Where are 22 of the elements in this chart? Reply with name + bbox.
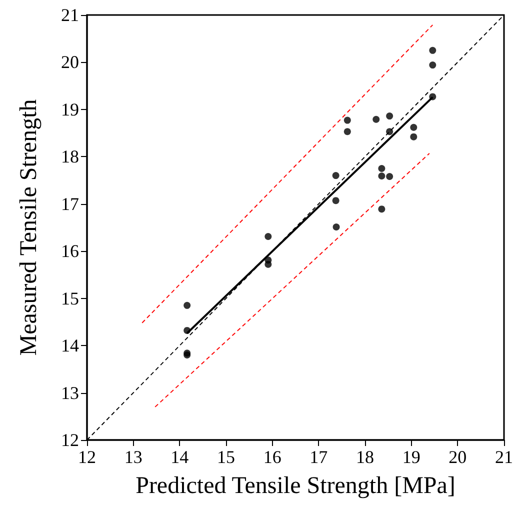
- y-tick-label: 21: [61, 5, 79, 25]
- x-tick-label: 20: [448, 447, 467, 467]
- x-tick-label: 14: [170, 447, 189, 467]
- x-tick-label: 16: [263, 447, 282, 467]
- y-tick-label: 14: [61, 336, 79, 356]
- x-tick-label: 18: [356, 447, 374, 467]
- x-tick-label: 19: [402, 447, 420, 467]
- y-tick-label: 15: [61, 288, 79, 308]
- x-tick-label: 13: [124, 447, 142, 467]
- y-tick-label: 16: [61, 241, 79, 262]
- x-tick-label: 12: [78, 447, 96, 467]
- x-axis-title: Predicted Tensile Strength [MPa]: [136, 473, 456, 499]
- x-tick-label: 15: [217, 447, 235, 467]
- y-tick-label: 20: [61, 52, 79, 72]
- y-tick-label: 13: [61, 382, 79, 403]
- y-tick-label: 12: [61, 430, 79, 450]
- y-axis-title: Measured Tensile Strength: [16, 99, 42, 356]
- y-tick-label: 18: [61, 146, 79, 167]
- x-tick-label: 17: [310, 447, 328, 467]
- y-tick-label: 17: [61, 194, 79, 214]
- x-tick-label: 21: [495, 447, 513, 467]
- y-tick-label: 19: [61, 99, 79, 120]
